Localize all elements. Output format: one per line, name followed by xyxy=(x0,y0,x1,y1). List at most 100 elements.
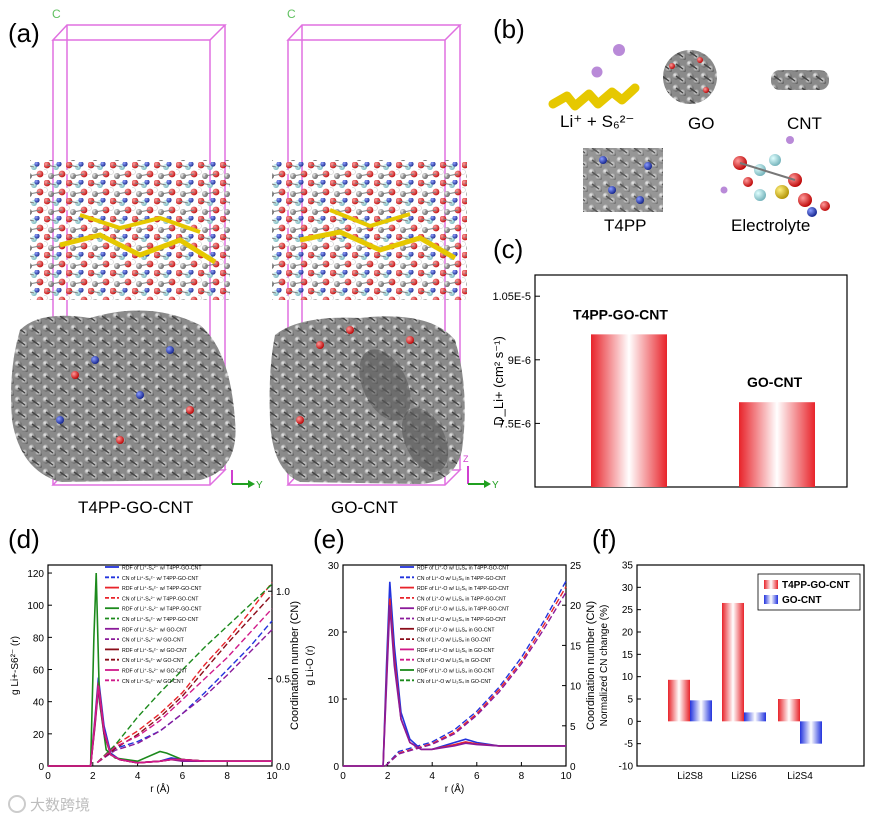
label-go: GO xyxy=(688,114,715,133)
chart-c-bar-label: GO-CNT xyxy=(747,374,803,390)
chart-e-xtick-label: 0 xyxy=(340,771,346,782)
chart-e-legend-label: RDF of Li⁺-O w/ Li₂S₄ in T4PP-GO-CNT xyxy=(417,607,510,613)
chart-d-ytick-left-label: 40 xyxy=(33,698,45,709)
chart-e-legend-label: CN of Li⁺-O w/ Li₂S₆ in T4PP-GO-CNT xyxy=(417,596,507,602)
chart-f-ytick-label: 0 xyxy=(627,717,633,728)
chart-c-ytick-label: 9E-6 xyxy=(508,355,531,367)
chart-f-ytick-label: 25 xyxy=(622,605,634,616)
watermark-logo-icon xyxy=(8,795,26,813)
chart-f-ytick-label: 15 xyxy=(622,650,634,661)
chart-d-ytick-left-label: 20 xyxy=(33,730,45,741)
chart-e-ylabel-left: g Li-O (r) xyxy=(305,646,316,686)
chart-f-bar xyxy=(690,700,712,722)
panel-label-c: (c) xyxy=(493,234,524,264)
chart-f-xtick-label: Li2S4 xyxy=(787,771,813,782)
chart-e-legend-label: CN of Li⁺-O w/ Li₂S₄ in T4PP-GO-CNT xyxy=(417,617,507,623)
watermark-text: 大数跨境 xyxy=(30,797,91,814)
chart-f-ytick-label: 20 xyxy=(622,628,634,639)
chart-e-xtick-label: 6 xyxy=(474,771,480,782)
chart-d-legend-label: CN of Li⁺-S₆²⁻ w/ T4PP-GO-CNT xyxy=(122,576,199,582)
chart-e-ytick-left-label: 10 xyxy=(328,695,340,706)
chart-d-legend-label: RDF of Li⁺-S₆²⁻ w/ GO-CNT xyxy=(122,627,188,633)
chart-d-ytick-left-label: 80 xyxy=(33,633,45,644)
chart-e-series-rdf-line xyxy=(343,605,566,767)
label-li-s6: Li⁺ + S₆²⁻ xyxy=(560,112,635,131)
chart-e-xtick-label: 2 xyxy=(385,771,391,782)
chart-d-series-cn-line xyxy=(96,583,273,764)
chart-e-ytick-left-label: 20 xyxy=(328,628,340,639)
chart-e-legend-label: RDF of Li⁺-O w/ Li₂S₈ in GO-CNT xyxy=(417,627,495,633)
chart-d-ylabel-left: g Li+-S6²⁻ (r) xyxy=(10,636,21,695)
caption-go-cnt: GO-CNT xyxy=(331,498,399,517)
chart-e-xtick-label: 4 xyxy=(429,771,435,782)
panel-label-a: (a) xyxy=(8,18,40,48)
chart-f-bar xyxy=(722,602,744,722)
chart-e-legend-label: CN of Li⁺-O w/ Li₂S₆ in GO-CNT xyxy=(417,658,492,664)
chart-f-ytick-label: 30 xyxy=(622,583,634,594)
chart-d-frame xyxy=(47,564,273,767)
chart-e-ytick-right-label: 10 xyxy=(570,682,582,693)
chart-c-ytick-label: 7.5E-6 xyxy=(499,418,531,430)
chart-c-frame xyxy=(534,274,848,488)
chart-e-ytick-left-label: 30 xyxy=(328,561,340,572)
chart-d-series-rdf-line xyxy=(48,677,272,767)
chart-f-xtick-label: Li2S6 xyxy=(731,771,757,782)
chart-d-series-cn-line xyxy=(96,608,273,764)
chart-c-bar xyxy=(739,402,815,487)
chart-f-bar xyxy=(800,721,822,744)
chart-e-series-cn-line xyxy=(384,586,567,767)
chart-d-legend-label: RDF of Li⁺-S₆²⁻ w/ GO-CNT xyxy=(122,669,188,675)
chart-e-ytick-right-label: 15 xyxy=(570,641,582,652)
chart-e-legend-label: RDF of Li⁺-O w/ Li₂S₈ in T4PP-GO-CNT xyxy=(417,566,510,572)
chart-c-ylabel: D_Li+ (cm² s⁻¹) xyxy=(491,336,506,426)
chart-f-legend-label: GO-CNT xyxy=(782,595,821,606)
chart-d-series-rdf-line xyxy=(48,685,272,767)
chart-d-legend-label: RDF of Li⁺-S₆²⁻ w/ T4PP-GO-CNT xyxy=(122,607,202,613)
chart-f-ytick-label: -10 xyxy=(619,762,634,773)
chart-f-legend-swatch xyxy=(764,595,778,604)
label-t4pp: T4PP xyxy=(604,216,647,235)
label-cnt: CNT xyxy=(787,114,822,133)
chart-d-legend-label: CN of Li⁺-S₆²⁻ w/ T4PP-GO-CNT xyxy=(122,617,199,623)
chart-e-ylabel-right: Coordination number (CN) xyxy=(585,601,597,730)
chart-d-legend-label: CN of Li⁺-S₆²⁻ w/ GO-CNT xyxy=(122,679,185,685)
panel-label-e: (e) xyxy=(313,524,345,554)
chart-e-legend-label: RDF of Li⁺-O w/ Li₂S₆ in GO-CNT xyxy=(417,648,495,654)
chart-e-ytick-right-label: 20 xyxy=(570,601,582,612)
chart-e-series-cn-line xyxy=(384,580,567,767)
chart-d-ytick-right-label: 0.5 xyxy=(276,675,290,686)
chart-e-legend-label: CN of Li⁺-O w/ Li₂S₈ in GO-CNT xyxy=(417,638,492,644)
chart-c-bar xyxy=(591,334,667,487)
chart-f-ytick-label: 35 xyxy=(622,561,634,572)
chart-e-xtick-label: 8 xyxy=(519,771,525,782)
chart-e-ytick-left-label: 0 xyxy=(333,762,339,773)
chart-d-series-rdf-line xyxy=(48,688,272,767)
chart-d-xtick-label: 8 xyxy=(224,771,230,782)
panel-label-b: (b) xyxy=(493,14,525,44)
chart-e-frame xyxy=(342,564,567,767)
chart-d-ytick-right-label: 0.0 xyxy=(276,762,290,773)
chart-f-bar xyxy=(744,712,766,722)
chart-d-ytick-left-label: 100 xyxy=(27,601,44,612)
chart-c-ytick-label: 1.05E-5 xyxy=(492,291,531,303)
chart-e-ytick-right-label: 5 xyxy=(570,722,576,733)
chart-d-ytick-left-label: 0 xyxy=(38,762,44,773)
chart-f-legend-label: T4PP-GO-CNT xyxy=(782,580,850,591)
chart-d-ytick-left-label: 60 xyxy=(33,666,45,677)
chart-d-series-rdf-line xyxy=(48,682,272,767)
label-electrolyte: Electrolyte xyxy=(731,216,811,235)
chart-e-legend-label: RDF of Li⁺-O w/ Li₂S₆ in T4PP-GO-CNT xyxy=(417,586,510,592)
chart-e-series-cn-line xyxy=(384,591,567,767)
chart-c-bar-label: T4PP-GO-CNT xyxy=(573,306,668,322)
chart-d-legend-label: CN of Li⁺-S₆²⁻ w/ GO-CNT xyxy=(122,638,185,644)
chart-d-xlabel: r (Å) xyxy=(150,782,169,795)
chart-d-series-cn-line xyxy=(96,629,273,764)
chart-e-legend-label: CN of Li⁺-O w/ Li₂S₄ in GO-CNT xyxy=(417,679,492,685)
chart-f-ytick-label: 10 xyxy=(622,672,634,683)
chart-d-series-rdf-line xyxy=(48,685,272,767)
chart-d-ytick-right-label: 1.0 xyxy=(276,587,290,598)
chart-f-ytick-label: -5 xyxy=(624,739,633,750)
panel-label-d: (d) xyxy=(8,524,40,554)
chart-f-legend-swatch xyxy=(764,580,778,589)
